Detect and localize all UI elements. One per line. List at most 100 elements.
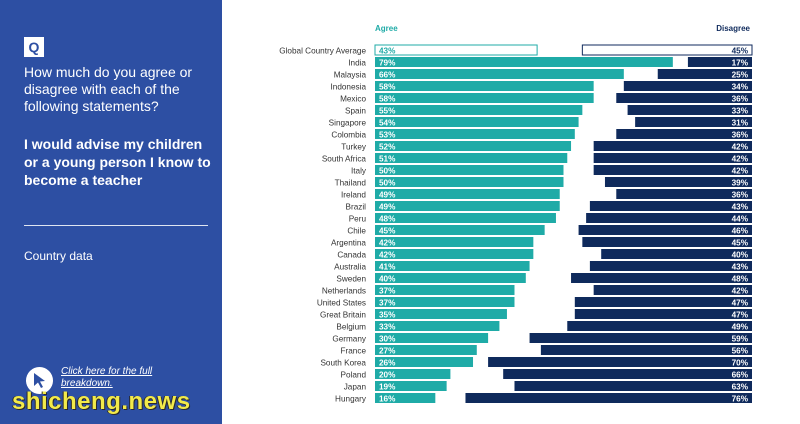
- divider: [24, 225, 208, 226]
- disagree-value-label: 33%: [732, 106, 749, 115]
- legend-agree: Agree: [375, 24, 398, 33]
- statement-text: I would advise my children or a young pe…: [24, 136, 211, 188]
- category-label: Ireland: [341, 190, 366, 199]
- disagree-value-label: 49%: [732, 322, 749, 331]
- agree-value-label: 58%: [379, 94, 396, 103]
- category-label: Colombia: [331, 130, 366, 139]
- agree-bar: [375, 249, 534, 259]
- agree-value-label: 45%: [379, 226, 396, 235]
- agree-bar: [374, 44, 538, 56]
- agree-bar: [375, 201, 560, 211]
- disagree-value-label: 43%: [732, 262, 749, 271]
- disagree-bar: [503, 369, 752, 379]
- category-label: Italy: [351, 166, 367, 175]
- category-label: Canada: [337, 250, 366, 259]
- disagree-value-label: 40%: [732, 250, 749, 259]
- disagree-value-label: 45%: [732, 46, 749, 55]
- watermark-text: shicheng.news: [12, 388, 191, 415]
- disagree-bar: [635, 117, 752, 127]
- agree-value-label: 30%: [379, 334, 396, 343]
- category-label: Hungary: [335, 394, 367, 403]
- agree-bar: [375, 69, 624, 79]
- agree-bar: [375, 297, 515, 307]
- agree-value-label: 42%: [379, 250, 396, 259]
- agree-value-label: 66%: [379, 70, 396, 79]
- category-label: Mexico: [340, 94, 366, 103]
- disagree-bar: [627, 105, 752, 115]
- agree-value-label: 54%: [379, 118, 396, 127]
- agree-bar: [375, 285, 515, 295]
- disagree-bar: [687, 57, 752, 67]
- category-label: Great Britain: [320, 310, 366, 319]
- disagree-bar: [574, 309, 752, 319]
- disagree-bar: [593, 285, 752, 295]
- agree-bar: [375, 57, 673, 67]
- disagree-bar: [586, 213, 752, 223]
- agree-bar: [375, 177, 564, 187]
- category-label: Thailand: [335, 178, 367, 187]
- agree-bar: [375, 369, 451, 379]
- disagree-bar: [593, 165, 752, 175]
- agree-bar: [375, 273, 526, 283]
- category-label: Belgium: [336, 322, 366, 331]
- agree-value-label: 49%: [379, 190, 396, 199]
- agree-bar: [375, 165, 564, 175]
- category-label: Netherlands: [322, 286, 366, 295]
- disagree-bar: [593, 141, 752, 151]
- diverging-bar-chart: Global Country Average 43% 45% India 79% 17% M…: [279, 44, 753, 403]
- disagree-bar: [578, 225, 752, 235]
- disagree-value-label: 36%: [732, 190, 749, 199]
- sidebar-panel: Q How much do you agree or disagree with…: [0, 0, 222, 424]
- agree-value-label: 50%: [379, 166, 396, 175]
- disagree-value-label: 66%: [732, 370, 749, 379]
- disagree-value-label: 36%: [732, 130, 749, 139]
- agree-value-label: 43%: [379, 46, 396, 55]
- disagree-value-label: 76%: [732, 394, 749, 403]
- agree-bar: [375, 261, 530, 271]
- disagree-bar: [616, 129, 752, 139]
- category-label: Sweden: [336, 274, 366, 283]
- disagree-value-label: 17%: [732, 58, 749, 67]
- agree-bar: [375, 117, 579, 127]
- disagree-bar: [574, 297, 752, 307]
- disagree-value-label: 39%: [732, 178, 749, 187]
- agree-value-label: 42%: [379, 238, 396, 247]
- disagree-value-label: 59%: [732, 334, 749, 343]
- agree-value-label: 26%: [379, 358, 396, 367]
- disagree-value-label: 46%: [732, 226, 749, 235]
- agree-value-label: 20%: [379, 370, 396, 379]
- agree-bar: [375, 141, 572, 151]
- agree-bar: [375, 357, 474, 367]
- category-label: United States: [317, 298, 366, 307]
- disagree-bar: [514, 381, 752, 391]
- agree-value-label: 41%: [379, 262, 396, 271]
- disagree-value-label: 42%: [732, 154, 749, 163]
- disagree-bar: [581, 44, 753, 56]
- category-label: Germany: [332, 334, 367, 343]
- agree-value-label: 48%: [379, 214, 396, 223]
- agree-bar: [375, 213, 556, 223]
- agree-bar: [375, 225, 545, 235]
- disagree-value-label: 45%: [732, 238, 749, 247]
- disagree-bar: [604, 177, 752, 187]
- agree-value-label: 19%: [379, 382, 396, 391]
- disagree-bar: [616, 93, 752, 103]
- agree-value-label: 33%: [379, 322, 396, 331]
- disagree-value-label: 42%: [732, 166, 749, 175]
- agree-value-label: 37%: [379, 286, 396, 295]
- cursor-click-icon[interactable]: [26, 367, 53, 394]
- disagree-bar: [540, 345, 752, 355]
- agree-bar: [375, 129, 575, 139]
- category-label: Japan: [344, 382, 367, 391]
- disagree-bar: [589, 261, 752, 271]
- disagree-bar: [582, 237, 752, 247]
- agree-value-label: 37%: [379, 298, 396, 307]
- disagree-value-label: 42%: [732, 142, 749, 151]
- full-breakdown-link[interactable]: Click here for the full breakdown.: [61, 366, 153, 389]
- agree-value-label: 79%: [379, 58, 396, 67]
- disagree-bar: [616, 189, 752, 199]
- category-label: Malaysia: [334, 70, 367, 79]
- agree-value-label: 52%: [379, 142, 396, 151]
- category-label: Argentina: [331, 238, 366, 247]
- category-label: Spain: [345, 106, 366, 115]
